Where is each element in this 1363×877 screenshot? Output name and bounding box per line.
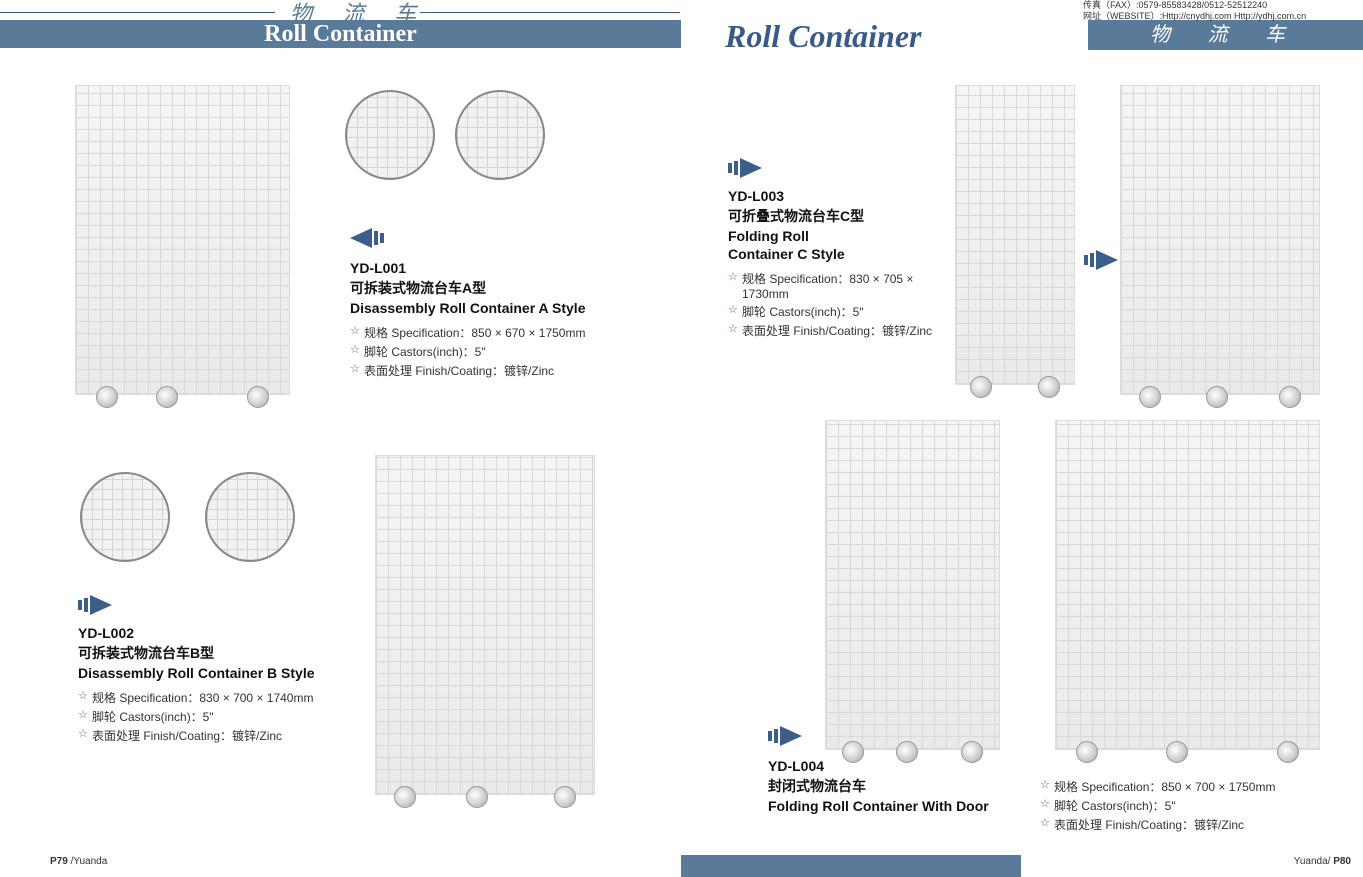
arrow-left-icon bbox=[350, 228, 384, 248]
model-l004: YD-L004 bbox=[768, 758, 1038, 774]
spec-l003: 规格 Specification：830 × 705 × 1730mm bbox=[728, 270, 953, 301]
detail-circle-l002-b bbox=[205, 472, 295, 562]
spec-l001: 规格 Specification：850 × 670 × 1750mm bbox=[350, 324, 650, 341]
model-l001: YD-L001 bbox=[350, 260, 650, 276]
name-cn-l004: 封闭式物流台车 bbox=[768, 776, 1038, 796]
name-en-l004: Folding Roll Container With Door bbox=[768, 798, 1038, 814]
name-en-l002: Disassembly Roll Container B Style bbox=[78, 665, 368, 681]
product-image-l001 bbox=[75, 85, 290, 395]
left-page-title-bar: Roll Container bbox=[0, 20, 681, 48]
spec-l002: 规格 Specification：830 × 700 × 1740mm bbox=[78, 689, 368, 706]
name-cn-l002: 可拆装式物流台车B型 bbox=[78, 643, 368, 663]
fax-value: :0579-85583428/0512-52512240 bbox=[1136, 0, 1267, 10]
footer-right: Yuanda/ P80 bbox=[1294, 856, 1351, 867]
footer-bar bbox=[681, 855, 1021, 877]
coating-l004: 表面处理 Finish/Coating：镀锌/Zinc bbox=[1040, 816, 1340, 833]
product-block-l003: YD-L003 可折叠式物流台车C型 Folding Roll Containe… bbox=[728, 188, 953, 341]
arrow-right-icon-l004 bbox=[768, 726, 802, 746]
product-block-l002: YD-L002 可拆装式物流台车B型 Disassembly Roll Cont… bbox=[78, 625, 368, 746]
coating-l002: 表面处理 Finish/Coating：镀锌/Zinc bbox=[78, 727, 368, 744]
name-en-l003-1: Folding Roll bbox=[728, 228, 953, 244]
fax-label: 传真（FAX） bbox=[1083, 0, 1136, 10]
arrow-right-icon-l003-b bbox=[1084, 250, 1118, 270]
product-image-l003-a bbox=[955, 85, 1075, 385]
header-divider bbox=[0, 12, 680, 14]
web-label: 网址（WEBSITE） bbox=[1083, 11, 1160, 21]
product-image-l004-a bbox=[825, 420, 1000, 750]
footer-right-brand: Yuanda/ bbox=[1294, 856, 1333, 867]
footer-left-brand: /Yuanda bbox=[68, 856, 107, 867]
name-en-l003-2: Container C Style bbox=[728, 246, 953, 262]
product-block-l001: YD-L001 可拆装式物流台车A型 Disassembly Roll Cont… bbox=[350, 260, 650, 381]
model-l002: YD-L002 bbox=[78, 625, 368, 641]
web-value: :Http://cnydhj.com Http://ydhj.com.cn bbox=[1160, 11, 1307, 21]
coating-l001: 表面处理 Finish/Coating：镀锌/Zinc bbox=[350, 362, 650, 379]
arrow-right-icon-l002 bbox=[78, 595, 112, 615]
product-image-l002 bbox=[375, 455, 595, 795]
arrow-right-icon-l003 bbox=[728, 158, 762, 178]
footer-left-page: P79 bbox=[50, 856, 68, 867]
model-l003: YD-L003 bbox=[728, 188, 953, 204]
coating-l003: 表面处理 Finish/Coating：镀锌/Zinc bbox=[728, 322, 953, 339]
product-image-l003-b bbox=[1120, 85, 1320, 395]
castor-l002: 脚轮 Castors(inch)：5" bbox=[78, 708, 368, 725]
detail-circle-l002-a bbox=[80, 472, 170, 562]
right-page-title: Roll Container bbox=[725, 18, 922, 55]
detail-circle-l001-b bbox=[455, 90, 545, 180]
name-en-l001: Disassembly Roll Container A Style bbox=[350, 300, 650, 316]
castor-l004: 脚轮 Castors(inch)：5" bbox=[1040, 797, 1340, 814]
name-cn-l003: 可折叠式物流台车C型 bbox=[728, 206, 953, 226]
product-block-l004: YD-L004 封闭式物流台车 Folding Roll Container W… bbox=[768, 758, 1038, 814]
contact-block: 传真（FAX）:0579-85583428/0512-52512240 网址（W… bbox=[1083, 0, 1353, 22]
spec-block-l004: 规格 Specification：850 × 700 × 1750mm 脚轮 C… bbox=[1040, 770, 1340, 835]
footer-right-page: P80 bbox=[1333, 856, 1351, 867]
castor-l001: 脚轮 Castors(inch)：5" bbox=[350, 343, 650, 360]
spec-l004: 规格 Specification：850 × 700 × 1750mm bbox=[1040, 778, 1340, 795]
right-page-title-bar-cn: 物 流 车 bbox=[1088, 20, 1363, 50]
castor-l003: 脚轮 Castors(inch)：5" bbox=[728, 303, 953, 320]
name-cn-l001: 可拆装式物流台车A型 bbox=[350, 278, 650, 298]
product-image-l004-b bbox=[1055, 420, 1320, 750]
footer-left: P79 /Yuanda bbox=[50, 856, 107, 867]
detail-circle-l001-a bbox=[345, 90, 435, 180]
